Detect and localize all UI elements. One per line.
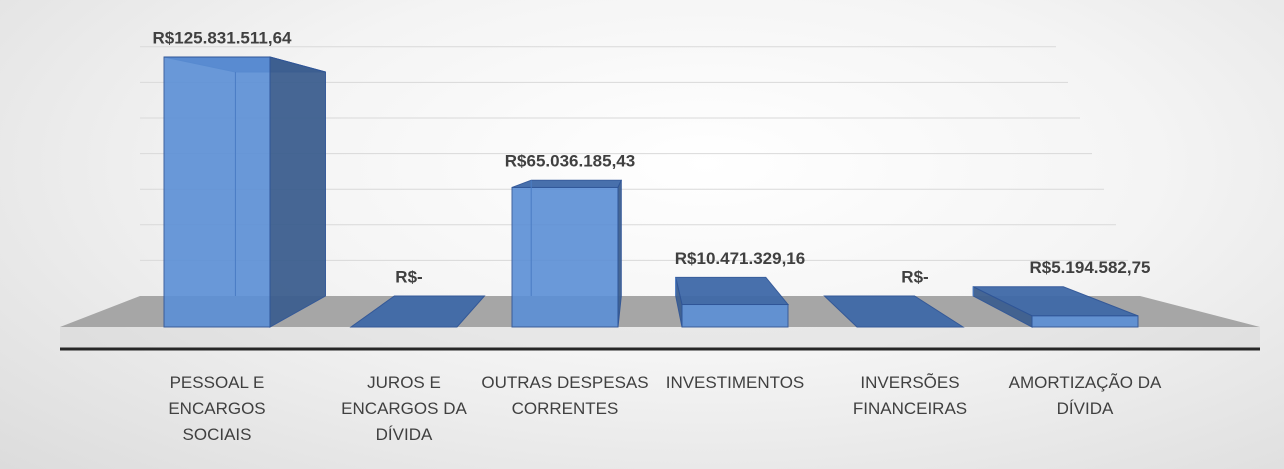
x-tick-label: AMORTIZAÇÃO DA DÍVIDA bbox=[1008, 373, 1162, 418]
value-label: R$- bbox=[395, 267, 422, 286]
value-label: R$- bbox=[901, 267, 928, 286]
value-label: R$10.471.329,16 bbox=[675, 249, 805, 268]
floor bbox=[60, 296, 1260, 327]
x-tick-label: PESSOAL E ENCARGOS SOCIAIS bbox=[168, 373, 266, 444]
bar-top bbox=[349, 295, 486, 328]
x-tick-label: INVESTIMENTOS bbox=[665, 373, 805, 392]
x-tick-label: OUTRAS DESPESAS CORRENTES bbox=[481, 373, 649, 418]
bar bbox=[511, 186, 619, 328]
bar bbox=[681, 304, 789, 328]
bar-top bbox=[511, 179, 623, 188]
bar bbox=[1031, 315, 1139, 328]
x-tick-label: INVERSÕES FINANCEIRAS bbox=[852, 373, 968, 418]
bar-side bbox=[269, 56, 326, 328]
value-label: R$125.831.511,64 bbox=[153, 28, 293, 47]
floor-front bbox=[60, 327, 1260, 349]
bar-top bbox=[823, 295, 965, 328]
bar bbox=[163, 56, 271, 328]
x-tick-label: JUROS E ENCARGOS DA DÍVIDA bbox=[341, 373, 467, 444]
value-label: R$65.036.185,43 bbox=[505, 152, 635, 171]
bar-top bbox=[675, 276, 790, 306]
value-label: R$5.194.582,75 bbox=[1030, 258, 1151, 277]
